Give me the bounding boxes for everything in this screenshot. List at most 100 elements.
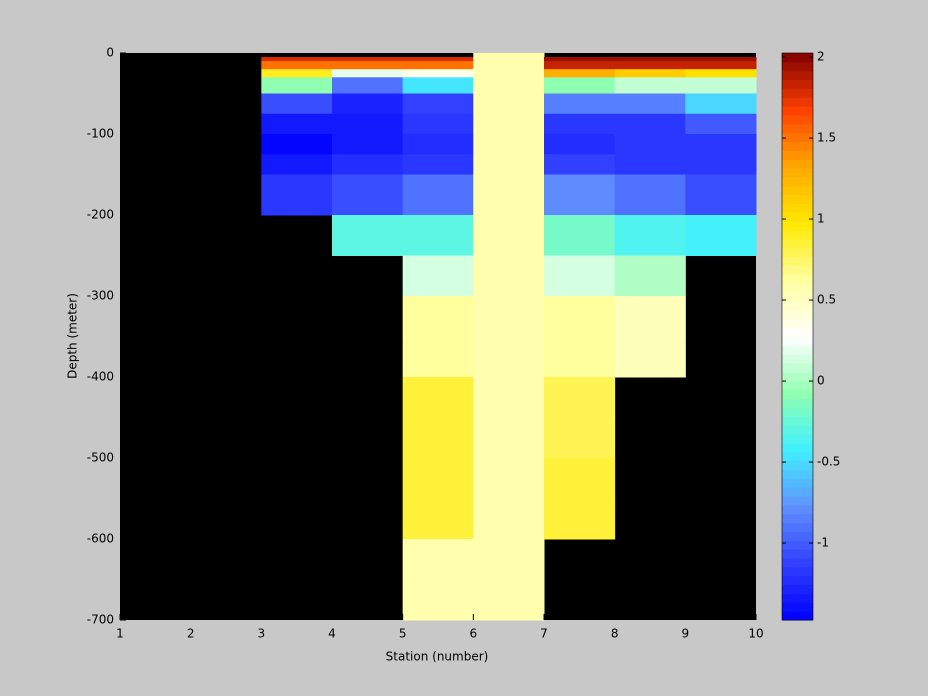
heatmap-cell [614, 69, 686, 78]
heatmap-cell [544, 61, 616, 70]
heatmap-cell [544, 215, 616, 256]
colorbar-tick-label: 2 [817, 50, 825, 64]
heatmap-cell [402, 458, 474, 499]
heatmap-cell [544, 134, 616, 155]
colorbar-band [782, 549, 813, 559]
heatmap-cell [261, 93, 333, 115]
x-tick-label: 5 [399, 627, 407, 641]
colorbar-band [782, 602, 813, 612]
colorbar-band [782, 584, 813, 594]
colorbar-band [782, 398, 813, 408]
colorbar-band [782, 593, 813, 603]
heatmap-cell [473, 255, 545, 297]
heatmap-cell [473, 377, 545, 418]
heatmap-cell [473, 154, 545, 175]
heatmap-cell [614, 336, 686, 378]
colorbar-band [782, 469, 813, 479]
heatmap-cell [685, 134, 757, 155]
colorbar-band [782, 159, 813, 169]
heatmap-cell [544, 498, 616, 540]
colorbar-band [782, 540, 813, 550]
heatmap-cell [685, 77, 757, 94]
heatmap-cell [544, 69, 616, 78]
colorbar-band [782, 557, 813, 568]
heatmap-cell [402, 77, 474, 94]
colorbar-band [782, 487, 813, 497]
colorbar-band [782, 283, 813, 293]
heatmap-cell [685, 215, 757, 256]
heatmap-cell [614, 296, 686, 337]
y-tick-label: 0 [106, 46, 114, 60]
heatmap-cell [402, 215, 474, 256]
colorbar-band [782, 150, 813, 160]
heatmap-cell [614, 113, 686, 135]
heatmap-cell [544, 377, 616, 418]
heatmap-cell [332, 61, 404, 70]
colorbar-band [782, 309, 813, 320]
x-tick-label: 7 [540, 627, 548, 641]
colorbar-band [782, 460, 813, 470]
colorbar-band [782, 132, 813, 143]
y-tick-label: -500 [87, 451, 114, 465]
heatmap-cell [473, 336, 545, 378]
colorbar-band [782, 442, 813, 453]
heatmap-cell [261, 154, 333, 175]
colorbar-band [782, 256, 813, 267]
heatmap-cell [544, 417, 616, 459]
heatmap-cell [402, 134, 474, 155]
x-tick-label: 2 [187, 627, 195, 641]
colorbar-band [782, 230, 813, 240]
heatmap-cell [473, 417, 545, 459]
heatmap-cell [402, 579, 474, 621]
colorbar-band [782, 168, 813, 178]
heatmap-cell [473, 458, 545, 499]
heatmap-cell [473, 93, 545, 115]
heatmap-cell [614, 154, 686, 175]
heatmap-cell [685, 93, 757, 115]
colorbar-band [782, 513, 813, 524]
colorbar-band [782, 336, 813, 346]
heatmap-cell [544, 336, 616, 378]
heatmap-cell [402, 296, 474, 337]
colorbar-band [782, 115, 813, 125]
heatmap-cell [544, 57, 616, 62]
heatmap-cell [544, 174, 616, 216]
heatmap-cell [402, 61, 474, 70]
colorbar-band [782, 611, 813, 621]
heatmap-cell [402, 93, 474, 115]
heatmap-cell [473, 61, 545, 70]
heatmap-cell [402, 336, 474, 378]
colorbar-band [782, 274, 813, 284]
x-tick-label: 4 [328, 627, 336, 641]
heatmap-cell [332, 77, 404, 94]
y-axis-label: Depth (meter) [66, 293, 80, 379]
colorbar-band [782, 212, 813, 222]
colorbar-band [782, 70, 813, 81]
heatmap-cell [332, 113, 404, 135]
colorbar-band [782, 433, 813, 444]
colorbar-band [782, 504, 813, 515]
heatmap-cell [685, 57, 757, 62]
colorbar-band [782, 203, 813, 213]
heatmap-cell [614, 134, 686, 155]
colorbar-band [782, 123, 813, 134]
heatmap-cell [544, 154, 616, 175]
heatmap-cell [544, 93, 616, 115]
y-tick-label: -200 [87, 208, 114, 222]
x-axis-label: Station (number) [386, 650, 489, 664]
heatmap-cell [614, 93, 686, 115]
heatmap-cell [544, 113, 616, 135]
heatmap-cell [261, 61, 333, 70]
colorbar-band [782, 301, 813, 311]
colorbar-band [782, 478, 813, 488]
heatmap-cell [544, 296, 616, 337]
colorbar-frame [781, 52, 814, 621]
colorbar-band [782, 79, 813, 89]
y-tick-label: -100 [87, 127, 114, 141]
heatmap-cell [473, 53, 545, 58]
heatmap-cell [261, 113, 333, 135]
heatmap-cell [332, 134, 404, 155]
heatmap-cell [261, 77, 333, 94]
heatmap-cell [544, 77, 616, 94]
